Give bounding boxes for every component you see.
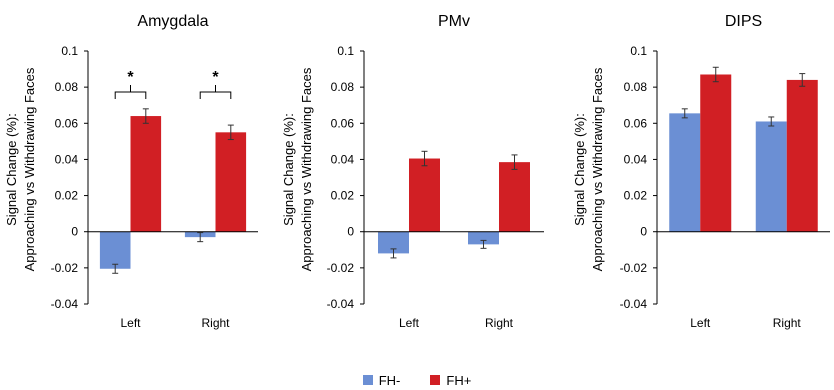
y-tick-label: -0.02 xyxy=(327,261,355,275)
y-axis-label-line2: Approaching vs Withdrawing Faces xyxy=(299,67,314,271)
bar-fh-minusplus-right xyxy=(786,79,818,232)
panel-title: PMv xyxy=(438,13,470,30)
x-category-label: Right xyxy=(773,316,802,330)
y-tick-label: -0.04 xyxy=(51,297,79,311)
x-category-label: Left xyxy=(399,316,420,330)
x-category-label: Right xyxy=(201,316,230,330)
panel-pmv: PMv Signal Change (%): Approaching vs With… xyxy=(281,13,544,330)
legend-item-fh-plus: FH+ xyxy=(430,373,471,388)
significance-star: * xyxy=(127,69,134,86)
y-tick-label: 0.02 xyxy=(624,189,648,203)
y-tick-label: -0.04 xyxy=(327,297,355,311)
y-axis-label-line1: Signal Change (%): xyxy=(4,113,19,226)
y-tick-label: 0.08 xyxy=(55,80,79,94)
y-tick-label: 0.06 xyxy=(624,116,648,130)
panel-title: DIPS xyxy=(725,13,762,30)
x-category-label: Left xyxy=(120,316,141,330)
y-tick-label: 0.02 xyxy=(55,189,79,203)
legend-label-fh-plus: FH+ xyxy=(446,372,472,388)
y-tick-label: 0.02 xyxy=(331,189,355,203)
panel-amygdala: Amygdala Signal Change (%): Approaching vs… xyxy=(4,13,258,330)
y-tick-label: 0.04 xyxy=(55,152,79,166)
x-category-label: Right xyxy=(485,316,514,330)
y-tick-label: 0 xyxy=(640,225,647,239)
panel-title: Amygdala xyxy=(137,13,208,30)
bar-fh-minusplus-left xyxy=(409,158,440,232)
y-axis-label-line1: Signal Change (%): xyxy=(572,113,587,226)
y-axis-label-line1: Signal Change (%): xyxy=(281,113,296,226)
y-tick-label: 0.04 xyxy=(624,152,648,166)
bar-fh-minusplus-right xyxy=(215,132,247,232)
legend-label-fh-minus: FH- xyxy=(378,372,401,388)
significance-bracket xyxy=(199,85,232,99)
legend-item-fh-minus: FH- xyxy=(362,372,401,388)
y-tick-label: 0.1 xyxy=(61,44,78,58)
y-tick-label: 0.08 xyxy=(624,80,648,94)
y-axis-label-line2: Approaching vs Withdrawing Faces xyxy=(22,67,37,271)
significance-bracket xyxy=(114,85,147,99)
y-axis-label-line2: Approaching vs Withdrawing Faces xyxy=(590,67,605,271)
y-tick-label: 0 xyxy=(347,225,354,239)
y-tick-label: 0 xyxy=(71,225,78,239)
y-tick-label: 0.06 xyxy=(331,116,355,130)
significance-star: * xyxy=(212,69,219,86)
bar-fh-minusplus-left xyxy=(130,116,162,232)
bar-fh-minus-right xyxy=(755,121,787,232)
y-tick-label: -0.02 xyxy=(51,261,79,275)
bar-fh-minus-left xyxy=(669,113,701,232)
legend: FH- FH+ xyxy=(0,371,834,389)
y-tick-label: 0.1 xyxy=(337,44,354,58)
bar-fh-minus-left xyxy=(99,231,131,269)
y-tick-label: -0.02 xyxy=(620,261,648,275)
y-tick-label: 0.1 xyxy=(630,44,647,58)
x-category-label: Left xyxy=(690,316,711,330)
panel-dips: DIPS Signal Change (%): Approaching vs Wit… xyxy=(572,13,830,330)
legend-swatch-fh-plus xyxy=(430,375,441,385)
legend-swatch-fh-minus xyxy=(362,375,373,385)
bar-fh-minus-right xyxy=(468,231,499,245)
y-tick-label: 0.04 xyxy=(331,152,355,166)
bar-fh-minusplus-left xyxy=(700,74,732,232)
y-tick-label: 0.08 xyxy=(331,80,355,94)
y-tick-label: -0.04 xyxy=(620,297,648,311)
bar-fh-minusplus-right xyxy=(499,162,530,232)
bar-fh-minus-left xyxy=(378,231,409,254)
y-tick-label: 0.06 xyxy=(55,116,79,130)
